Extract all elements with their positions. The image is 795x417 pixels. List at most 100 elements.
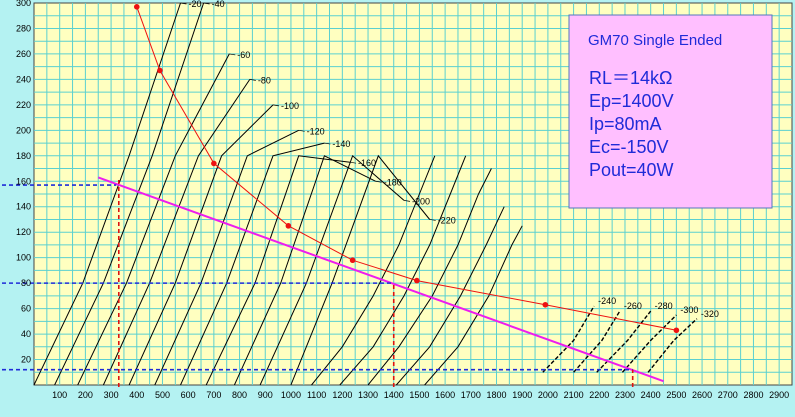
plate-curve [102,79,251,386]
curve-label: -240 [598,296,616,306]
curve-label: -80 [258,75,271,85]
x-tick-label: 800 [232,390,247,400]
y-tick-label: 20 [21,355,31,365]
x-tick-label: 1800 [486,390,506,400]
dissipation-point [542,301,549,308]
info-line-rl: RL＝14kΩ [589,68,673,88]
plate-curve [77,53,230,386]
plate-curve [395,206,505,386]
x-tick-label: 2500 [666,390,686,400]
x-tick-label: 1300 [358,390,378,400]
x-tick-label: 1700 [461,390,481,400]
plate-curve [367,168,492,386]
y-tick-label: 80 [21,278,31,288]
y-tick-label: 60 [21,304,31,314]
dissipation-point [211,160,217,167]
curve-label-leader [324,142,331,145]
y-tick-label: 100 [16,253,31,263]
curve-label: -280 [655,301,673,311]
dissipation-point [673,327,680,334]
x-tick-label: 900 [258,390,273,400]
curve-label: -200 [412,196,430,206]
dissipation-point [157,67,163,74]
curve-label-leader [298,129,305,132]
plate-curve [339,155,467,386]
info-box: GM70 Single Ended RL＝14kΩ Ep=1400V Ip=80… [568,14,773,209]
plate-curve [205,155,351,386]
x-tick-label: 1500 [409,390,429,400]
x-tick-label: 300 [104,390,119,400]
x-tick-label: 1200 [332,390,352,400]
load-line [97,176,664,383]
x-tick-label: 700 [206,390,221,400]
dissipation-point [349,257,356,264]
info-line-ip: Ip=80mA [589,114,662,134]
chart-title: GM70 Single Ended [588,32,722,49]
y-tick-label: 280 [16,23,31,33]
x-tick-label: 2600 [692,390,712,400]
x-tick-label: 600 [181,390,196,400]
y-tick-label: 220 [16,100,31,110]
y-tick-label: 240 [16,74,31,84]
y-tick-label: 160 [16,176,31,186]
curve-label-leader [272,104,280,107]
x-tick-label: 2200 [589,390,609,400]
dissipation-point [285,223,292,229]
plate-curve [180,142,325,386]
y-tick-label: 300 [16,0,31,8]
plate-curve [154,129,299,386]
x-tick-label: 100 [52,390,67,400]
y-tick-label: 140 [16,202,31,212]
info-line-ep: Ep=1400V [589,91,674,111]
curve-label: -300 [680,305,698,315]
x-tick-label: 2900 [769,390,789,400]
plate-curve-dashed [542,305,595,373]
curve-label: -100 [281,101,299,111]
y-tick-labels: 20 40 60 80 100 120 140 160 180 200 220 240 260 280 30… [16,0,31,365]
plate-curve [33,2,181,386]
curve-label: -260 [624,301,642,311]
info-line-pout: Pout=40W [589,160,674,180]
curve-label: -220 [438,215,456,225]
y-tick-label: 40 [21,329,31,339]
curve-label-leader [375,180,382,183]
curve-label-leader [203,2,210,5]
x-tick-label: 400 [129,390,144,400]
x-tick-label: 1600 [435,390,455,400]
plate-curve [424,225,523,386]
plate-curve-dashed [573,310,621,373]
plate-dissipation-curve [136,6,677,331]
dissipation-point [133,4,140,10]
curve-label: -320 [701,309,719,319]
dissipation-point [414,277,420,284]
y-tick-label: 120 [16,227,31,237]
curve-label: -20 [188,0,201,9]
curve-label-leader [403,200,411,202]
curve-label-leader [249,79,256,81]
info-box-background [568,14,773,209]
x-tick-label: 2800 [743,390,763,400]
x-tick-label: 1900 [512,390,532,400]
x-tick-label: 2400 [641,390,661,400]
x-tick-label: 1100 [307,390,326,400]
x-tick-label: 1400 [384,390,404,400]
plate-curve [54,2,205,386]
curve-label: -120 [307,126,325,136]
x-tick-label: 500 [155,390,170,400]
curve-label-leader [229,53,236,56]
x-tick-labels: 100 200 300 400 500 600 700 800 900 1000 1100 1200 1… [52,390,789,400]
curve-label: -40 [212,0,225,9]
x-tick-label: 2100 [564,390,584,400]
x-tick-label: 2700 [718,390,738,400]
y-tick-label: 180 [16,151,31,161]
curve-label-leader [180,2,187,5]
info-line-ec: Ec=-150V [589,137,669,157]
plate-curve [259,154,405,386]
x-tick-label: 2000 [538,390,558,400]
y-tick-label: 260 [16,49,31,59]
y-tick-label: 200 [16,125,31,135]
plate-curve [128,104,274,386]
plate-curve-dashed [621,314,677,373]
curve-label: -180 [384,177,402,187]
